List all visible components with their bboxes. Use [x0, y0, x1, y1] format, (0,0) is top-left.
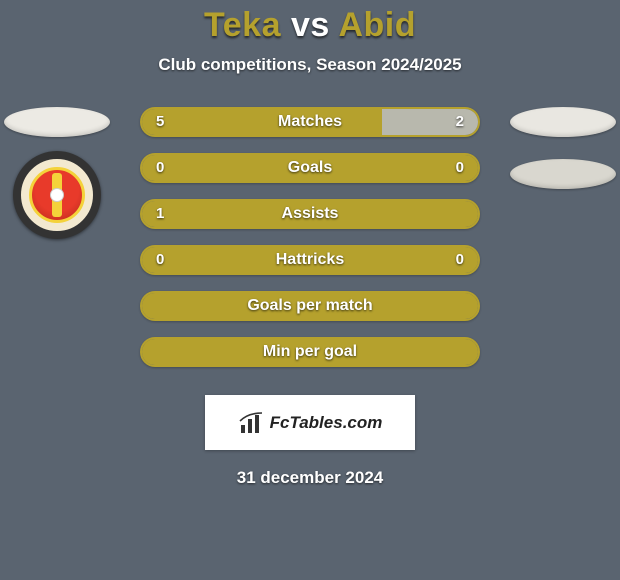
right-player-column — [508, 107, 618, 189]
stat-value-right: 0 — [456, 155, 464, 181]
stat-value-left: 5 — [156, 109, 164, 135]
card: Teka vs Abid Club competitions, Season 2… — [0, 0, 620, 580]
title-player1: Teka — [204, 6, 281, 44]
title-player2: Abid — [338, 6, 416, 44]
stat-value-right: 2 — [456, 109, 464, 135]
stat-label: Goals per match — [142, 293, 478, 319]
left-player-ellipse — [4, 107, 110, 137]
stat-row: Matches5 2 — [140, 107, 480, 137]
stat-row: Hattricks0 0 — [140, 245, 480, 275]
chart-icon — [238, 411, 266, 435]
brand-text: FcTables.com — [270, 413, 383, 433]
footer-brand-box[interactable]: FcTables.com — [205, 395, 415, 450]
page-title: Teka vs Abid — [0, 6, 620, 45]
stat-value-left: 1 — [156, 201, 164, 227]
stat-row: Goals0 0 — [140, 153, 480, 183]
stat-label: Assists — [142, 201, 478, 227]
title-vs: vs — [291, 6, 330, 44]
stat-label: Hattricks — [142, 247, 478, 273]
stat-row: Goals per match — [140, 291, 480, 321]
right-player-ellipse-bottom — [510, 159, 616, 189]
subtitle: Club competitions, Season 2024/2025 — [0, 55, 620, 75]
stat-label: Min per goal — [142, 339, 478, 365]
left-player-column — [2, 107, 112, 239]
stat-label: Matches — [142, 109, 478, 135]
stat-value-left: 0 — [156, 155, 164, 181]
left-club-badge — [13, 151, 101, 239]
stat-value-right: 0 — [456, 247, 464, 273]
stat-bars: Matches52Goals00Assists1Hattricks00Goals… — [140, 107, 480, 383]
date-text: 31 december 2024 — [0, 468, 620, 488]
stat-value-left: 0 — [156, 247, 164, 273]
comparison-area: Matches52Goals00Assists1Hattricks00Goals… — [0, 107, 620, 387]
stat-row: Min per goal — [140, 337, 480, 367]
stat-row: Assists1 — [140, 199, 480, 229]
stat-label: Goals — [142, 155, 478, 181]
right-player-ellipse-top — [510, 107, 616, 137]
